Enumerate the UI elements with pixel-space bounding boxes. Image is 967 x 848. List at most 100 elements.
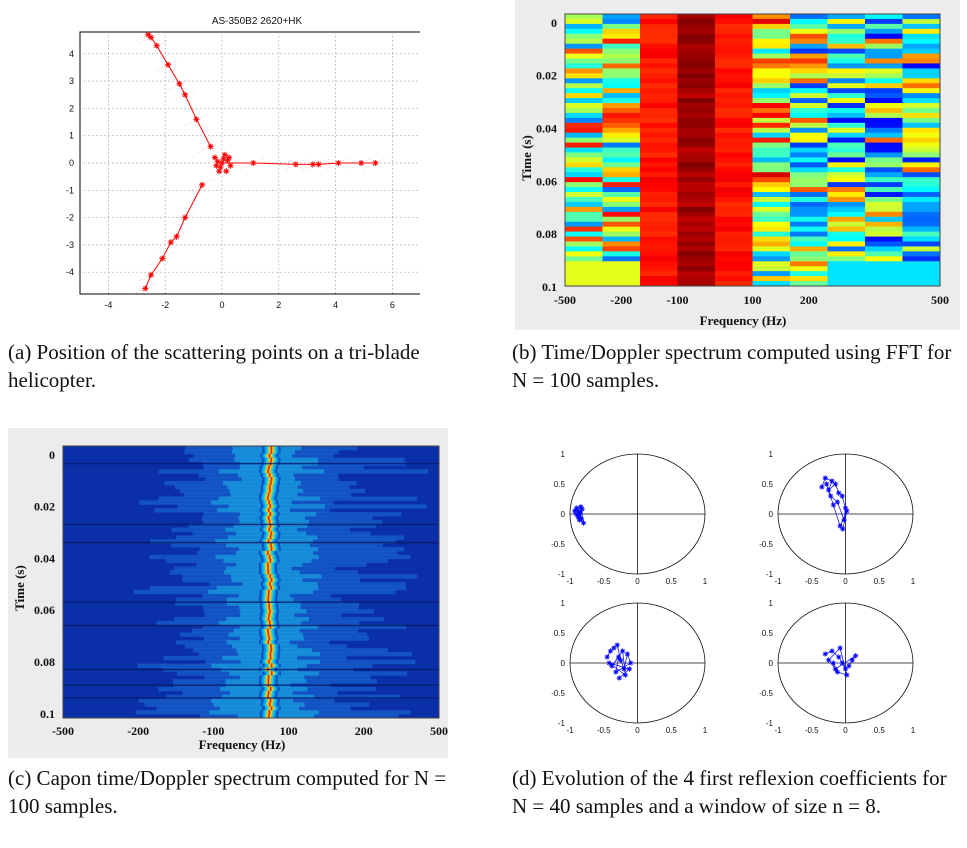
heatmap-cell xyxy=(827,256,866,262)
x-tick-label: -200 xyxy=(127,724,149,738)
spectrum-ridge xyxy=(259,570,278,575)
coefficient-point xyxy=(829,648,835,654)
heatmap-cell xyxy=(677,88,716,94)
spectrum-band xyxy=(156,706,272,711)
heatmap-cell xyxy=(902,137,941,144)
spectrum-band xyxy=(271,706,351,711)
heatmap-cell xyxy=(677,53,716,60)
spectrum-ridge xyxy=(260,554,279,560)
heatmap-cell xyxy=(565,246,603,252)
heatmap-cell xyxy=(565,33,603,40)
heatmap-cell xyxy=(677,152,716,158)
heatmap-cell xyxy=(677,142,716,149)
spectrum-band xyxy=(174,484,270,490)
heatmap-cell xyxy=(790,63,828,69)
heatmap-cell xyxy=(827,226,866,233)
heatmap-cell xyxy=(827,127,866,134)
heatmap-cell xyxy=(752,276,791,282)
heatmap-cell xyxy=(565,88,603,94)
heatmap-cell xyxy=(865,58,903,64)
heatmap-cell xyxy=(790,88,828,94)
x-tick-label: 0 xyxy=(843,577,848,586)
spectrum-band xyxy=(271,449,339,455)
heatmap-cell xyxy=(677,182,716,188)
heatmap-cell xyxy=(640,221,678,228)
heatmap-cell xyxy=(602,14,641,20)
coefficient-point xyxy=(834,499,840,505)
spectrum-ridge xyxy=(259,566,278,571)
spectrum-ridge xyxy=(259,465,278,470)
scatter-point xyxy=(372,160,379,166)
y-tick-label: 0 xyxy=(561,659,566,668)
spectrum-band xyxy=(269,488,365,494)
x-tick-label: -100 xyxy=(202,724,224,738)
heatmap-cell xyxy=(865,211,903,218)
spectrum-band xyxy=(270,480,357,486)
heatmap-cell xyxy=(677,226,716,233)
heatmap-cell xyxy=(677,221,716,228)
heatmap-cell xyxy=(902,182,941,188)
heatmap-cell xyxy=(752,73,791,79)
spectrum-band xyxy=(268,465,364,470)
heatmap-cell xyxy=(565,266,603,272)
heatmap-cell xyxy=(677,147,716,153)
x-tick-label: -1 xyxy=(774,726,782,735)
heatmap-cell xyxy=(640,187,678,193)
heatmap-cell xyxy=(565,251,603,257)
heatmap-cell xyxy=(902,78,941,84)
heatmap-cell xyxy=(677,192,716,198)
spectrum-band xyxy=(267,628,359,634)
spectrum-ridge xyxy=(259,632,278,637)
heatmap-cell xyxy=(865,216,903,223)
spectrum-ridge xyxy=(261,624,280,630)
spectrum-band xyxy=(174,616,269,622)
x-tick-label: 500 xyxy=(931,293,949,307)
spectrum-band xyxy=(268,597,342,602)
heatmap-cell xyxy=(790,78,828,84)
heatmap-cell xyxy=(677,236,716,242)
spectrum-band xyxy=(204,613,270,618)
heatmap-cell xyxy=(827,18,866,25)
spectrum-ridge xyxy=(260,601,279,606)
spectrum-band xyxy=(267,550,398,556)
scatter-point xyxy=(292,161,299,168)
heatmap-cell xyxy=(752,142,791,149)
x-tick-label: 6 xyxy=(390,300,395,310)
x-tick-label: -0.5 xyxy=(597,577,611,586)
x-tick-label: 1 xyxy=(703,726,708,735)
heatmap-cell xyxy=(677,206,716,213)
spectrum-band xyxy=(269,554,411,560)
heatmap-cell xyxy=(677,14,716,20)
heatmap-cell xyxy=(902,68,941,74)
x-tick-label: 0.5 xyxy=(874,726,886,735)
scatter-point xyxy=(182,214,189,221)
heatmap-cell xyxy=(902,211,941,218)
spectrum-band xyxy=(175,597,269,602)
coefficient-point xyxy=(836,490,842,496)
heatmap-cell xyxy=(827,103,866,109)
coefficient-point xyxy=(624,651,630,657)
x-tick-label: -2 xyxy=(161,300,169,310)
heatmap-cell xyxy=(677,172,716,178)
x-tick-label: -1 xyxy=(774,577,782,586)
heatmap-cell xyxy=(677,271,716,277)
heatmap-cell xyxy=(752,122,791,129)
heatmap-cell xyxy=(565,177,603,183)
spectrum-ridge xyxy=(262,531,281,536)
heatmap-cell xyxy=(902,241,941,247)
spectrum-band xyxy=(133,589,269,595)
scatter-point xyxy=(335,160,342,166)
spectrum-ridge xyxy=(261,698,280,703)
heatmap-cell xyxy=(865,182,903,188)
spectrum-ridge xyxy=(261,512,280,517)
spectrum-band xyxy=(271,644,347,649)
heatmap-cell xyxy=(827,88,866,94)
heatmap-cell xyxy=(827,43,866,50)
heatmap-cell xyxy=(677,211,716,218)
spectrum-band xyxy=(193,648,272,653)
heatmap-cell xyxy=(602,226,641,233)
spectrum-ridge xyxy=(259,690,278,696)
spectrum-band xyxy=(202,624,271,630)
spectrum-band xyxy=(204,477,272,482)
spectrum-band xyxy=(191,628,268,634)
